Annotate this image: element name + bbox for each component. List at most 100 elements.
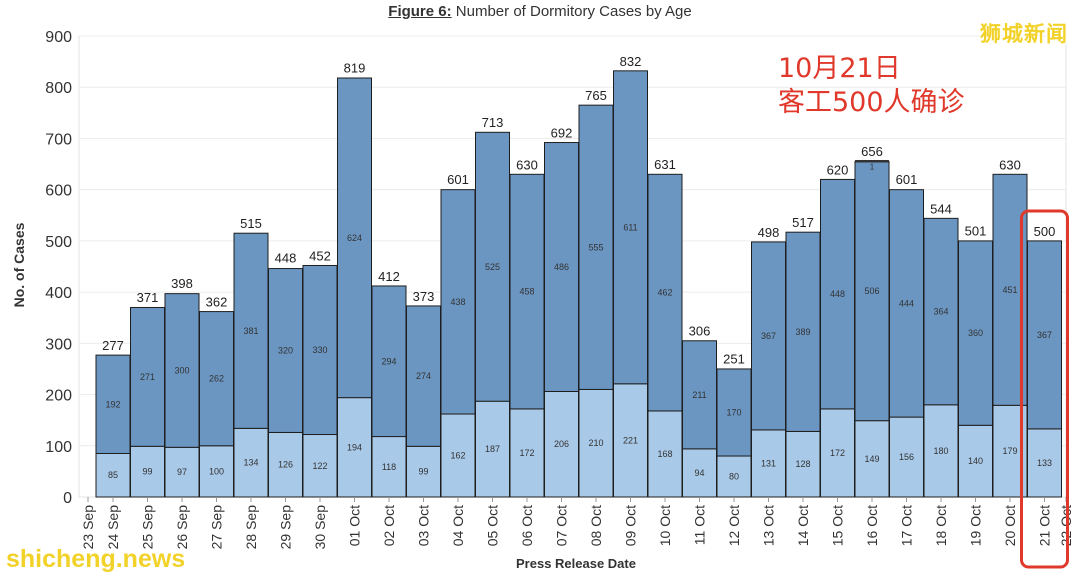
bar-label-lower: 133 xyxy=(1037,458,1052,468)
x-tick-label: 12 Oct xyxy=(726,505,742,546)
bar-label-upper: 330 xyxy=(312,345,327,355)
x-tick-label: 08 Oct xyxy=(588,505,604,546)
bar-label-lower: 156 xyxy=(899,452,914,462)
bar-total-label: 601 xyxy=(896,172,918,187)
bar-label-lower: 80 xyxy=(729,472,739,482)
annotation-text: 客工500人确诊 xyxy=(778,87,965,118)
bar-segment-upper xyxy=(371,285,407,438)
bar-label-lower: 187 xyxy=(485,444,500,454)
bar-segment-upper xyxy=(95,354,131,454)
bar-segment-upper xyxy=(647,173,683,412)
bar-total-label: 412 xyxy=(378,269,400,284)
bar-segment-upper xyxy=(889,189,924,418)
x-axis-title: Press Release Date xyxy=(516,556,636,571)
y-tick-label: 300 xyxy=(45,336,72,353)
bar-total-label: 765 xyxy=(585,88,607,103)
bar-segment-upper xyxy=(923,217,959,406)
x-tick-label: 14 Oct xyxy=(795,505,811,546)
bar-segment-upper xyxy=(440,189,476,415)
bar-label-upper: 611 xyxy=(623,222,637,232)
bar-total-label: 656 xyxy=(861,144,883,159)
bar-label-upper: 262 xyxy=(209,374,224,384)
bar-label-upper: 451 xyxy=(1002,285,1017,295)
bar-segment-upper xyxy=(751,241,786,431)
bar-total-label: 620 xyxy=(827,162,849,177)
bar-total-label: 819 xyxy=(344,60,366,75)
bar-total-label: 373 xyxy=(413,289,435,304)
bar-label-lower: 99 xyxy=(142,467,152,477)
bar-label-lower: 194 xyxy=(347,442,362,452)
bar-segment-upper xyxy=(302,264,338,436)
bar-label-lower: 85 xyxy=(108,470,118,480)
bar-segment-upper xyxy=(199,311,234,447)
bar-total-label: 631 xyxy=(654,157,676,172)
y-tick-label: 600 xyxy=(45,183,72,200)
bar-label-lower: 162 xyxy=(450,451,465,461)
bar-total-label: 306 xyxy=(689,323,711,338)
bar-label-upper: 320 xyxy=(278,346,293,356)
bar-segment-upper xyxy=(509,173,545,410)
bar-segment-upper xyxy=(1027,240,1062,430)
x-tick-label: 05 Oct xyxy=(485,505,501,546)
bar-total-label: 398 xyxy=(171,276,193,291)
bar-label-upper: 448 xyxy=(830,289,845,299)
bar-label-upper: 381 xyxy=(243,326,258,336)
y-tick-label: 700 xyxy=(45,131,72,148)
x-tick-label: 18 Oct xyxy=(933,505,949,546)
x-tick-label: 19 Oct xyxy=(968,505,984,546)
y-tick-label: 900 xyxy=(45,29,72,46)
x-tick-label: 03 Oct xyxy=(416,505,432,546)
bar-label-upper: 170 xyxy=(726,407,741,417)
bar-label-upper: 271 xyxy=(140,372,155,382)
figure-title-text: Number of Dormitory Cases by Age xyxy=(455,3,692,20)
bar-segment-lower xyxy=(233,427,269,498)
x-tick-label: 01 Oct xyxy=(347,505,363,546)
y-tick-label: 800 xyxy=(45,80,72,97)
watermark-bottom-left: shicheng.news xyxy=(6,545,186,573)
bar-label-upper: 525 xyxy=(485,262,500,272)
bar-segment-lower xyxy=(268,431,303,498)
bar-total-label: 498 xyxy=(758,225,780,240)
bar-total-label: 515 xyxy=(240,216,262,231)
bar-total-label: 501 xyxy=(965,223,987,238)
bar-label-lower: 206 xyxy=(554,439,569,449)
x-tick-label: 26 Sep xyxy=(174,505,190,550)
x-tick-label: 30 Sep xyxy=(312,505,328,550)
x-tick-label: 02 Oct xyxy=(381,505,397,546)
bar-label-extra: 1 xyxy=(870,162,875,171)
bar-label-lower: 221 xyxy=(623,435,638,445)
bar-segment-lower xyxy=(647,410,683,498)
x-tick-label: 10 Oct xyxy=(657,505,673,546)
bar-total-label: 517 xyxy=(792,215,814,230)
x-tick-label: 20 Oct xyxy=(1002,505,1018,546)
bar-segment-upper xyxy=(233,232,269,429)
x-tick-label: 09 Oct xyxy=(623,505,639,546)
bar-segment-upper xyxy=(716,368,752,457)
x-tick-label: 13 Oct xyxy=(761,505,777,546)
bar-total-label: 251 xyxy=(723,351,745,366)
bar-segment-lower xyxy=(199,445,234,498)
figure-title-label: Figure 6: xyxy=(388,3,452,20)
bar-label-upper: 624 xyxy=(347,233,362,243)
bar-label-lower: 180 xyxy=(933,446,948,456)
bar-label-upper: 444 xyxy=(899,298,914,308)
bar-segment-upper xyxy=(820,178,855,410)
bar-total-label: 601 xyxy=(447,172,469,187)
bar-total-label: 362 xyxy=(206,295,228,310)
bar-label-lower: 122 xyxy=(312,461,327,471)
bar-segment-lower xyxy=(95,452,131,498)
bar-label-upper: 364 xyxy=(933,307,948,317)
bar-segment-upper xyxy=(682,340,717,450)
y-tick-label: 0 xyxy=(63,490,72,507)
x-tick-label: 15 Oct xyxy=(830,505,846,546)
bar-label-lower: 210 xyxy=(588,438,603,448)
bar-total-label: 452 xyxy=(309,248,331,263)
y-axis-title: No. of Cases xyxy=(11,222,27,307)
x-tick-label: 07 Oct xyxy=(554,505,570,546)
annotation-date: 10月21日 xyxy=(778,53,901,84)
bar-label-upper: 300 xyxy=(174,365,189,375)
bar-segment-upper xyxy=(475,131,510,402)
bar-label-upper: 462 xyxy=(657,288,672,298)
bar-label-lower: 172 xyxy=(830,448,845,458)
